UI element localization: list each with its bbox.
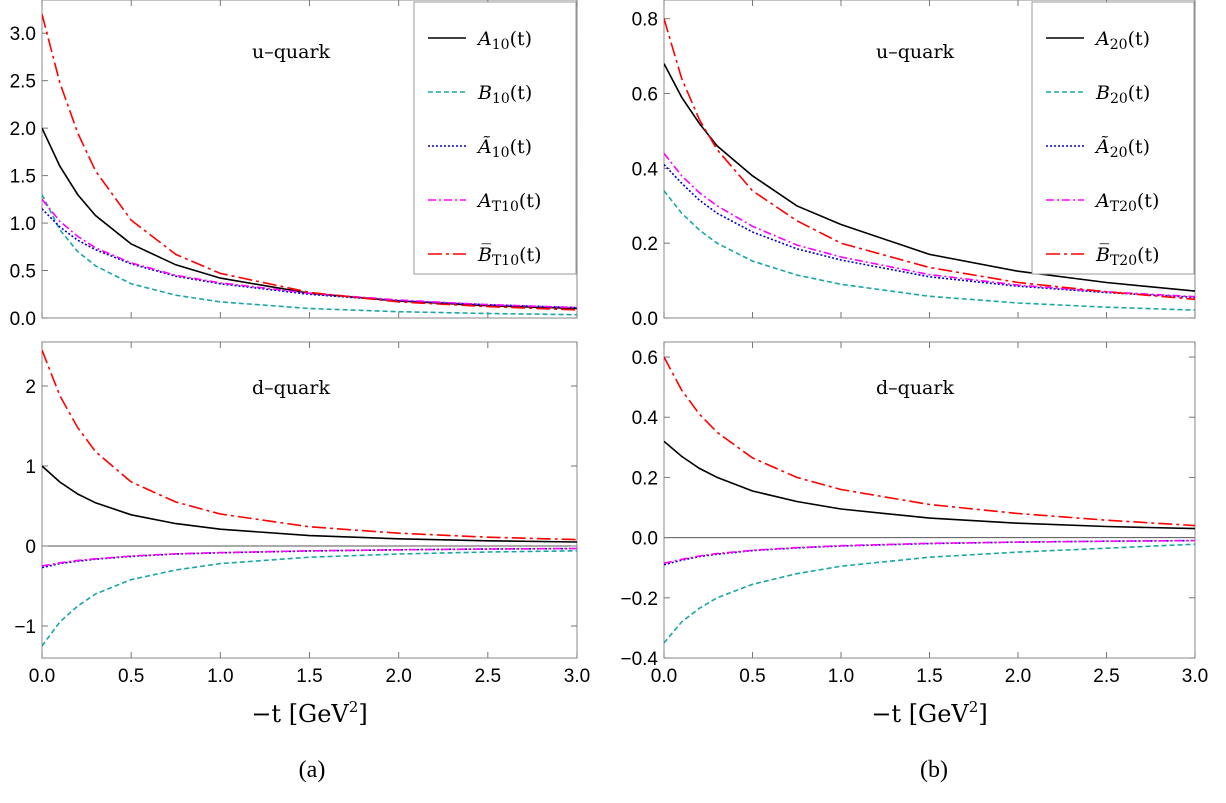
y-tick-label: 0.6 — [632, 85, 658, 106]
y-tick-label: 0.2 — [632, 234, 658, 255]
series-line-5 — [664, 356, 1195, 527]
series-line-1 — [664, 63, 1195, 292]
legend-box — [413, 1, 577, 275]
legend-entry: B̅T10(t) — [477, 244, 542, 269]
x-axis-title: −t [GeV2] — [251, 698, 367, 728]
x-tick-label: 2.5 — [475, 666, 501, 687]
x-axis-title: −t [GeV2] — [871, 698, 987, 728]
panel-title: u–quark — [252, 41, 331, 63]
y-tick-label: 0.8 — [632, 10, 658, 31]
legend-entry: B10(t) — [477, 82, 532, 107]
panel-title: d–quark — [252, 377, 330, 399]
series-line-4 — [664, 152, 1195, 298]
x-tick-label: 2.0 — [385, 666, 411, 687]
series-line-3 — [42, 208, 577, 309]
legend-entry: A20(t) — [1094, 28, 1150, 53]
x-tick-label: 2.0 — [1005, 666, 1031, 687]
series-line-4 — [42, 547, 577, 567]
series-line-2 — [664, 543, 1195, 644]
x-tick-label: 0.0 — [651, 666, 677, 687]
legend-entry: B20(t) — [1095, 82, 1150, 107]
series-line-5 — [42, 349, 577, 541]
y-tick-label: 0.4 — [632, 408, 659, 429]
series-line-3 — [664, 164, 1195, 299]
x-tick-label: 3.0 — [564, 666, 590, 687]
y-tick-label: 0 — [25, 537, 36, 558]
y-tick-label: 0.0 — [632, 529, 658, 550]
y-tick-label: −1 — [14, 617, 36, 638]
legend-entry: AT10(t) — [476, 190, 541, 215]
y-tick-label: 2 — [25, 377, 36, 398]
legend-entry: AT20(t) — [1094, 190, 1159, 215]
panel-2: 0.0 0.2 0.4 0.6 0.8 u–quark A20(t) B20(t) Ã20(t)… — [632, 0, 1196, 330]
y-tick-label: 1.5 — [10, 167, 36, 188]
legend-entry: Ã20(t) — [1094, 136, 1150, 161]
y-tick-label: 2.0 — [10, 119, 36, 140]
x-tick-label: 3.0 — [1182, 666, 1208, 687]
y-tick-label: −0.2 — [620, 589, 658, 610]
y-tick-label: 0.6 — [632, 348, 658, 369]
caption-a: (a) — [299, 757, 326, 783]
series-line-1 — [42, 127, 577, 310]
series-line-1 — [664, 440, 1195, 530]
y-tick-label: 1 — [25, 457, 36, 478]
series-line-4 — [664, 539, 1195, 564]
x-tick-label: 2.5 — [1093, 666, 1119, 687]
legend-entry: A10(t) — [476, 28, 532, 53]
x-tick-label: 1.5 — [916, 666, 942, 687]
x-tick-label: 0.5 — [739, 666, 765, 687]
caption-b: (b) — [920, 757, 948, 783]
x-tick-label: 0.5 — [118, 666, 144, 687]
y-tick-label: 0.2 — [632, 468, 658, 489]
panel-1: 0.0 0.5 1.0 1.5 2.0 2.5 3.0 u–quark A10(t) B10(t)… — [10, 0, 578, 330]
x-tick-label: 1.0 — [828, 666, 854, 687]
panel-title: u–quark — [876, 41, 955, 63]
x-tick-label: 1.5 — [296, 666, 322, 687]
series-line-4 — [42, 198, 577, 309]
legend-entry: B̅T20(t) — [1095, 244, 1160, 269]
series-line-5 — [42, 13, 577, 311]
y-tick-label: 2.5 — [10, 72, 36, 93]
y-tick-label: 0.0 — [632, 309, 658, 330]
panel-title: d–quark — [876, 377, 954, 399]
panel-4: −0.4 −0.2 0.0 0.2 0.4 0.6 0.0 0.5 1.0 1.5 2.0 2.5 3.… — [620, 341, 1208, 728]
panel-3: −1 0 1 2 0.0 0.5 1.0 1.5 2.0 2.5 3.0 d–quark −t [GeV… — [14, 341, 590, 728]
series-line-2 — [664, 190, 1195, 311]
series-line-1 — [42, 465, 577, 543]
legend-box — [1031, 1, 1195, 275]
x-tick-label: 0.0 — [29, 666, 55, 687]
y-tick-label: 0.4 — [632, 159, 659, 180]
series-line-2 — [42, 550, 577, 647]
y-tick-label: 0.0 — [10, 309, 36, 330]
series-line-5 — [664, 18, 1195, 301]
x-tick-label: 1.0 — [207, 666, 233, 687]
legend-entry: Ã10(t) — [476, 136, 532, 161]
y-tick-label: 1.0 — [10, 214, 36, 235]
series-line-2 — [42, 194, 577, 316]
y-tick-label: 0.5 — [10, 262, 36, 283]
y-tick-label: 3.0 — [10, 24, 36, 45]
y-tick-label: −0.4 — [620, 649, 658, 670]
series-line-3 — [664, 539, 1195, 566]
